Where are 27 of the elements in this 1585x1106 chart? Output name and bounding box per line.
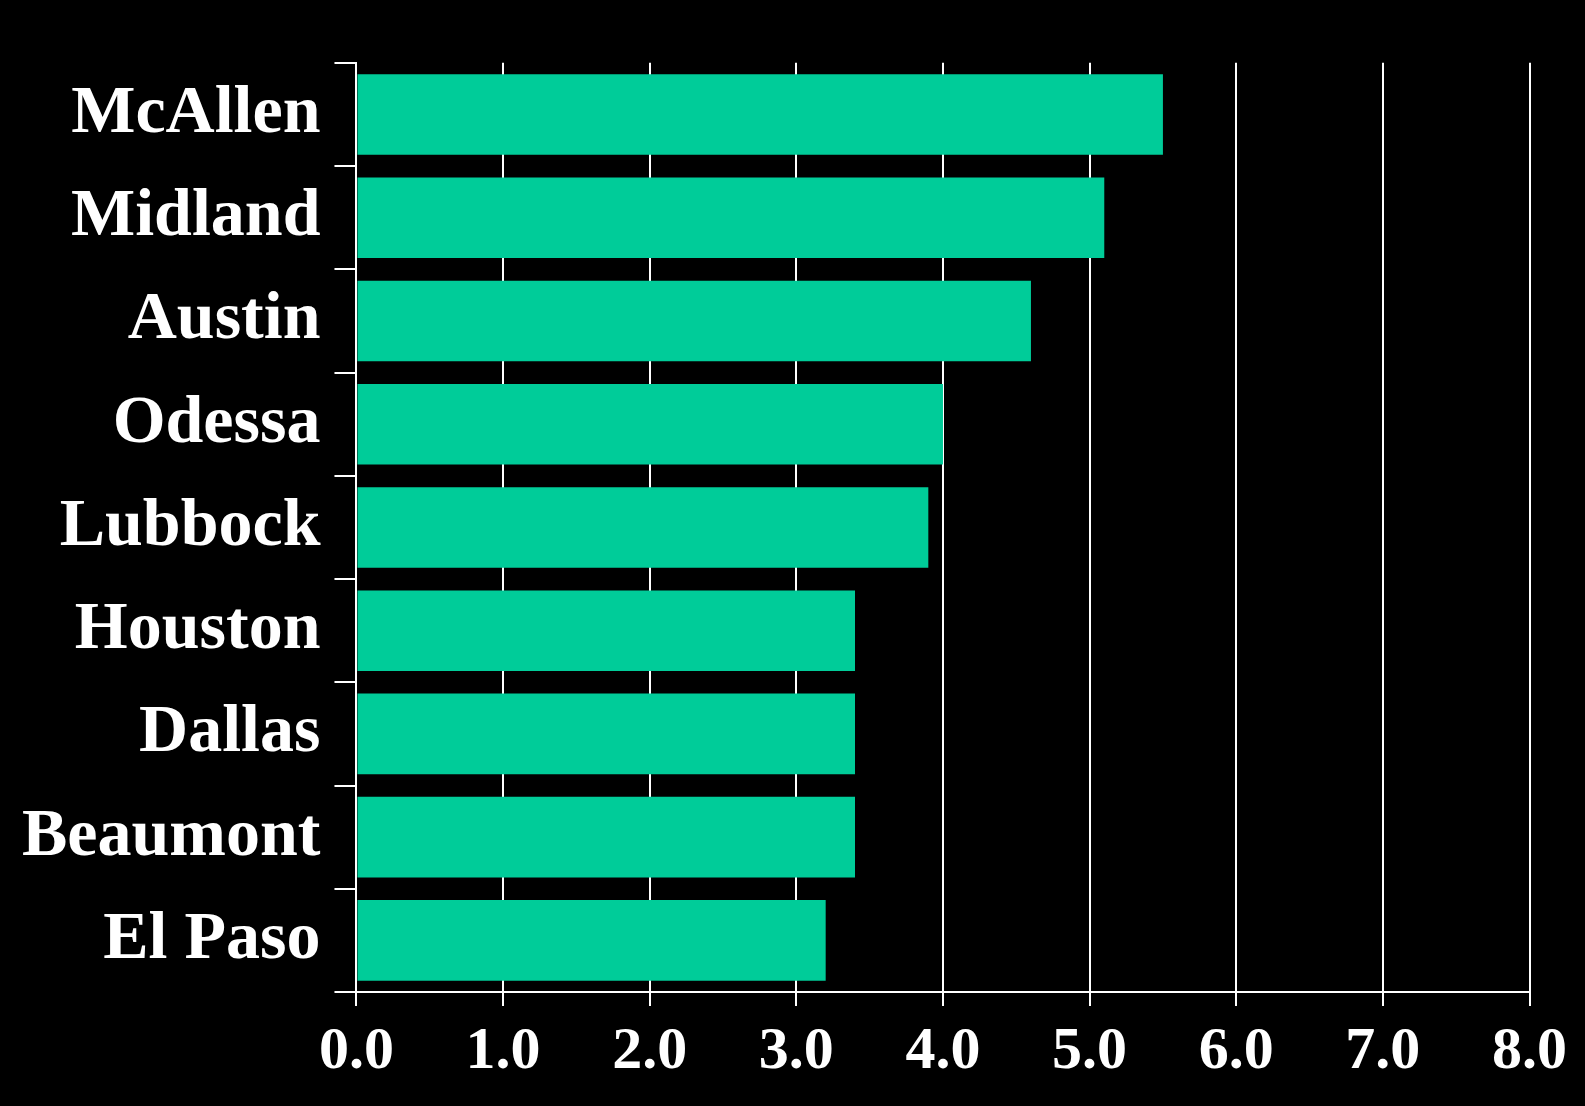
- y-tick-label: Odessa: [112, 380, 321, 457]
- x-tick-label: 6.0: [1198, 1014, 1274, 1081]
- x-tick-label: 7.0: [1345, 1014, 1421, 1081]
- x-tick-label: 5.0: [1052, 1014, 1128, 1081]
- x-tick-label: 8.0: [1492, 1014, 1567, 1081]
- bar: [357, 590, 855, 671]
- bar: [357, 383, 943, 465]
- y-tick-label: Dallas: [139, 690, 321, 767]
- bar: [357, 280, 1031, 362]
- y-tick-label: McAllen: [71, 70, 321, 147]
- bar: [357, 74, 1163, 155]
- y-tick-label: Houston: [74, 587, 321, 664]
- x-tick-label: 3.0: [758, 1014, 834, 1081]
- y-tick-label: Austin: [127, 277, 321, 354]
- bar: [357, 796, 855, 878]
- y-tick-label: Beaumont: [21, 793, 321, 870]
- x-tick-label: 0.0: [318, 1014, 394, 1081]
- y-tick-label: El Paso: [103, 896, 321, 973]
- bar: [357, 487, 929, 568]
- bar: [357, 900, 826, 981]
- bar: [357, 693, 855, 775]
- bar: [357, 177, 1105, 258]
- x-tick-label: 4.0: [905, 1014, 981, 1081]
- y-tick-label: Midland: [71, 174, 321, 251]
- y-tick-label: Lubbock: [59, 483, 321, 560]
- x-tick-label: 2.0: [612, 1014, 688, 1081]
- x-tick-label: 1.0: [465, 1014, 541, 1081]
